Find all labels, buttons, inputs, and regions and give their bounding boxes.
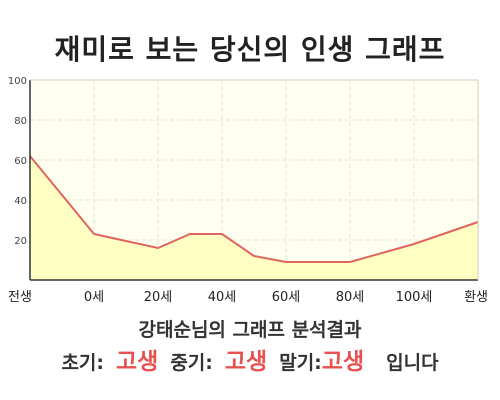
y-tick-label: 20 bbox=[14, 236, 27, 247]
axes bbox=[29, 79, 479, 281]
x-tick-label: 40세 bbox=[208, 290, 237, 305]
chart-title: 재미로 보는 당신의 인생 그래프 bbox=[54, 33, 446, 66]
y-tick-label: 80 bbox=[14, 116, 27, 127]
x-tick-labels: 전생 0세 20세 40세 60세 80세 100세 환생 bbox=[8, 290, 488, 305]
middle-value: 고생 bbox=[224, 349, 268, 375]
early-label: 초기: bbox=[61, 352, 104, 374]
x-tick-label: 환생 bbox=[464, 290, 488, 305]
y-tick-labels: 20 40 60 80 100 bbox=[8, 76, 27, 247]
x-tick-label: 0세 bbox=[84, 290, 104, 305]
early-value: 고생 bbox=[116, 349, 159, 375]
analysis-result: 초기: 고생 중기: 고생 말기:고생 입니다 bbox=[0, 347, 500, 378]
ending-text: 입니다 bbox=[386, 352, 439, 374]
x-tick-label: 100세 bbox=[396, 290, 433, 305]
life-graph-chart: 20 40 60 80 100 전생 0세 20세 40세 60세 80세 100세 환생 bbox=[8, 76, 488, 305]
x-tick-label: 전생 bbox=[8, 290, 32, 305]
analysis-summary: 강태순님의 그래프 분석결과 bbox=[138, 319, 362, 341]
y-tick-label: 60 bbox=[14, 156, 27, 167]
y-tick-label: 100 bbox=[8, 76, 27, 87]
late-label: 말기: bbox=[279, 352, 322, 374]
middle-label: 중기: bbox=[170, 352, 213, 374]
x-tick-label: 20세 bbox=[144, 290, 173, 305]
series-line bbox=[29, 155, 479, 263]
y-tick-label: 40 bbox=[14, 196, 27, 207]
x-tick-label: 80세 bbox=[336, 290, 365, 305]
late-value: 고생 bbox=[321, 349, 365, 375]
series-area bbox=[30, 156, 478, 280]
x-tick-label: 60세 bbox=[272, 290, 301, 305]
